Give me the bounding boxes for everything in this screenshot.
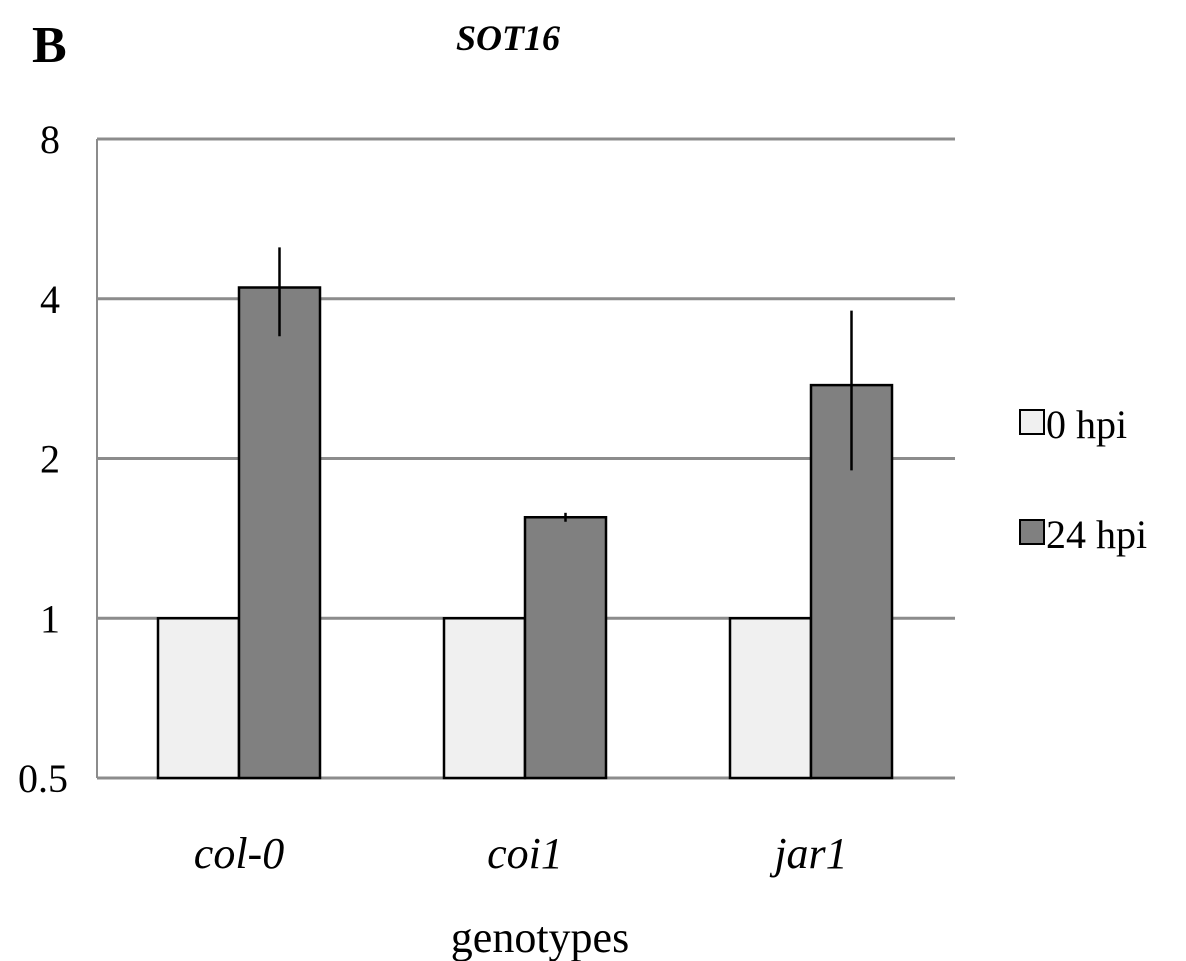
y-tick-label: 1 (40, 596, 60, 641)
legend: 0 hpi 24 hpi (1019, 402, 1147, 557)
chart-title: SOT16 (456, 18, 560, 58)
x-category-label: col-0 (194, 829, 284, 878)
bar-coi1-24hpi (523, 515, 608, 780)
legend-label: 0 hpi (1046, 402, 1127, 447)
x-category-label: coi1 (487, 829, 563, 878)
bars (156, 286, 894, 780)
bar-col-0-24hpi (237, 286, 322, 780)
legend-label: 24 hpi (1046, 512, 1147, 557)
bar-jar1-0hpi (728, 617, 813, 780)
bar-col-0-0hpi (156, 617, 241, 780)
y-tick-label: 2 (40, 437, 60, 482)
legend-swatch (1019, 409, 1045, 435)
y-tick-label: 0.5 (18, 756, 68, 801)
panel-label: B (32, 17, 67, 74)
y-tick-labels: 0.5 1 2 4 8 (18, 117, 68, 801)
x-category-labels: col-0 coi1 jar1 (194, 829, 848, 878)
bar-coi1-0hpi (442, 617, 527, 780)
x-axis-label: genotypes (451, 913, 629, 961)
error-bars (278, 247, 853, 522)
x-category-label: jar1 (769, 829, 847, 878)
legend-swatch (1019, 519, 1045, 545)
y-tick-label: 4 (40, 277, 60, 322)
y-tick-label: 8 (40, 117, 60, 162)
